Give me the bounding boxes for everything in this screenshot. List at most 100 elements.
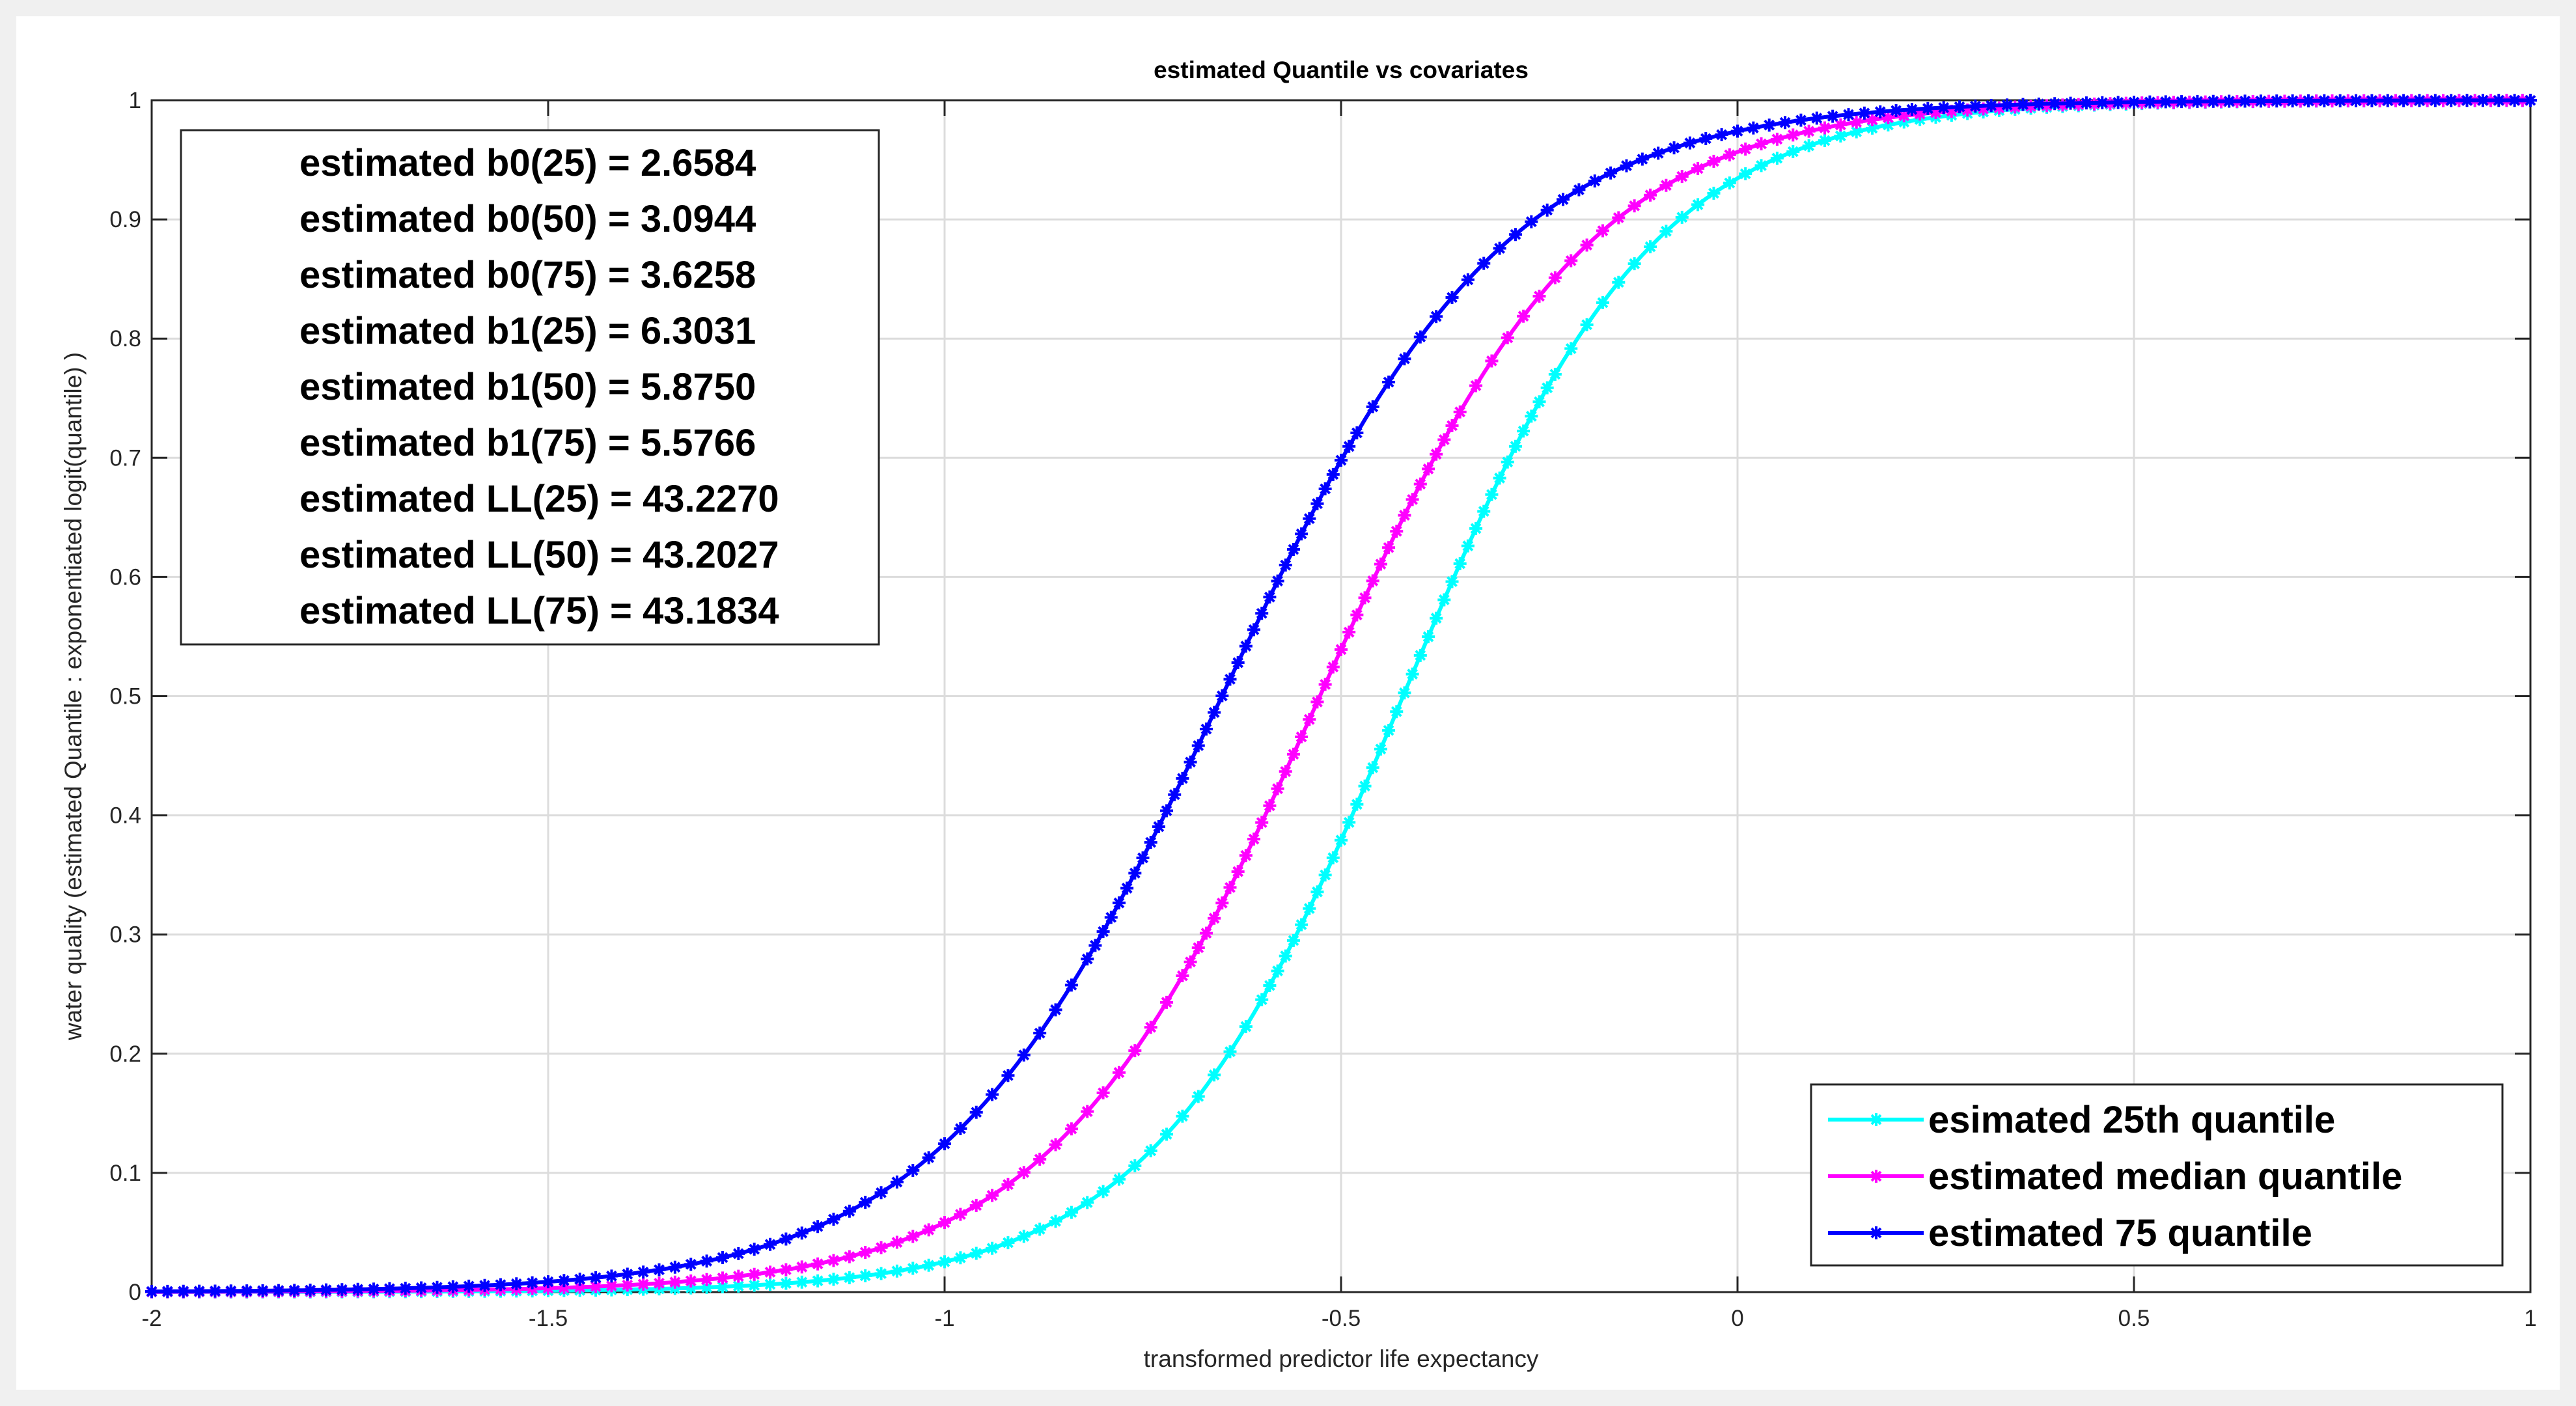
data-point (2365, 94, 2379, 107)
data-point (1469, 379, 1483, 393)
x-tick-label: 1 (2524, 1306, 2536, 1331)
data-point (1318, 868, 1332, 882)
data-point (1279, 765, 1292, 779)
data-point (811, 1220, 825, 1234)
annotation-line: estimated b1(25) = 6.3031 (299, 310, 756, 352)
data-point (827, 1213, 840, 1226)
annotation-line: estimated b0(75) = 3.6258 (299, 254, 756, 296)
data-point (1374, 557, 1387, 571)
data-point (1842, 108, 1855, 122)
data-point (2238, 94, 2252, 108)
y-tick-label: 0 (129, 1280, 141, 1305)
data-point (1374, 742, 1387, 756)
data-point (2492, 94, 2506, 107)
data-point (2008, 100, 2022, 114)
data-point (1905, 103, 1918, 117)
x-tick-label: -1 (934, 1306, 954, 1331)
data-point (1976, 102, 1990, 116)
data-point (1128, 1044, 1142, 1058)
data-point (1739, 167, 1752, 181)
data-point (1461, 539, 1475, 553)
data-point (1326, 467, 1340, 481)
data-point (1318, 482, 1332, 496)
data-point (700, 1280, 713, 1294)
data-point (1897, 109, 1911, 122)
data-point (1144, 1021, 1157, 1034)
data-point (1406, 667, 1419, 681)
data-point (1874, 105, 1887, 118)
data-point (1802, 139, 1816, 152)
data-point (1081, 1196, 1094, 1209)
data-point (351, 1282, 365, 1296)
data-point (1231, 865, 1245, 879)
data-point (1762, 118, 1776, 132)
data-point (1303, 902, 1316, 915)
data-point (715, 1250, 729, 1264)
annotation-box (180, 129, 880, 646)
data-point (874, 1267, 888, 1280)
annotation-line: estimated LL(75) = 43.1834 (299, 590, 779, 632)
data-point (2096, 96, 2109, 109)
data-point (1485, 488, 1499, 501)
data-point (1199, 723, 1213, 736)
data-point (1017, 1048, 1031, 1062)
data-point (1286, 747, 1300, 761)
data-point (1318, 678, 1332, 691)
data-point (1064, 1122, 1078, 1136)
data-point (1358, 591, 1372, 605)
data-point (1358, 779, 1372, 793)
data-point (811, 1274, 825, 1288)
data-point (1540, 203, 1554, 217)
data-point (1279, 558, 1292, 572)
data-point (1945, 104, 1958, 118)
data-point (1112, 1172, 1126, 1186)
y-tick-label: 0.6 (109, 564, 141, 590)
data-point (557, 1281, 571, 1295)
series-markers-3 (145, 94, 2537, 1299)
data-point (2024, 100, 2038, 113)
data-point (2349, 94, 2363, 107)
data-point (1477, 504, 1491, 518)
data-point (795, 1275, 809, 1289)
data-point (1120, 881, 1134, 895)
data-point (1279, 949, 1292, 963)
data-point (1445, 290, 1459, 304)
x-axis-label: transformed predictor life expectancy (1144, 1345, 1539, 1372)
data-point (1049, 1138, 1062, 1151)
data-point (1937, 101, 1950, 115)
data-point (1857, 106, 1871, 120)
data-point (764, 1237, 777, 1251)
data-point (1834, 118, 1848, 131)
data-point (1564, 254, 1578, 268)
data-point (589, 1280, 603, 1293)
data-point (1421, 462, 1435, 476)
data-point (874, 1241, 888, 1254)
data-point (1398, 686, 1411, 700)
data-point (1810, 111, 1823, 125)
data-point (1199, 926, 1213, 940)
data-point (2428, 94, 2442, 107)
data-point (1398, 508, 1411, 522)
data-point (1683, 136, 1697, 150)
data-point (256, 1284, 270, 1297)
data-point (1604, 166, 1618, 180)
data-point (1818, 121, 1831, 135)
data-point (1818, 133, 1831, 147)
data-point (1295, 918, 1309, 931)
data-point (1326, 851, 1340, 864)
data-point (1064, 978, 1078, 992)
data-point (493, 1278, 507, 1291)
data-point (1707, 186, 1721, 200)
data-point (1223, 1045, 1237, 1058)
data-point (1532, 290, 1546, 303)
legend-box (1810, 1083, 2504, 1267)
data-point (1049, 1003, 1062, 1017)
data-point (1644, 240, 1657, 254)
data-point (2318, 94, 2331, 107)
data-point (1191, 941, 1205, 954)
x-tick-label: 0.5 (2118, 1306, 2150, 1331)
data-point (1469, 521, 1483, 535)
data-point (2223, 94, 2236, 108)
data-point (684, 1274, 698, 1288)
data-point (1239, 1020, 1253, 1034)
